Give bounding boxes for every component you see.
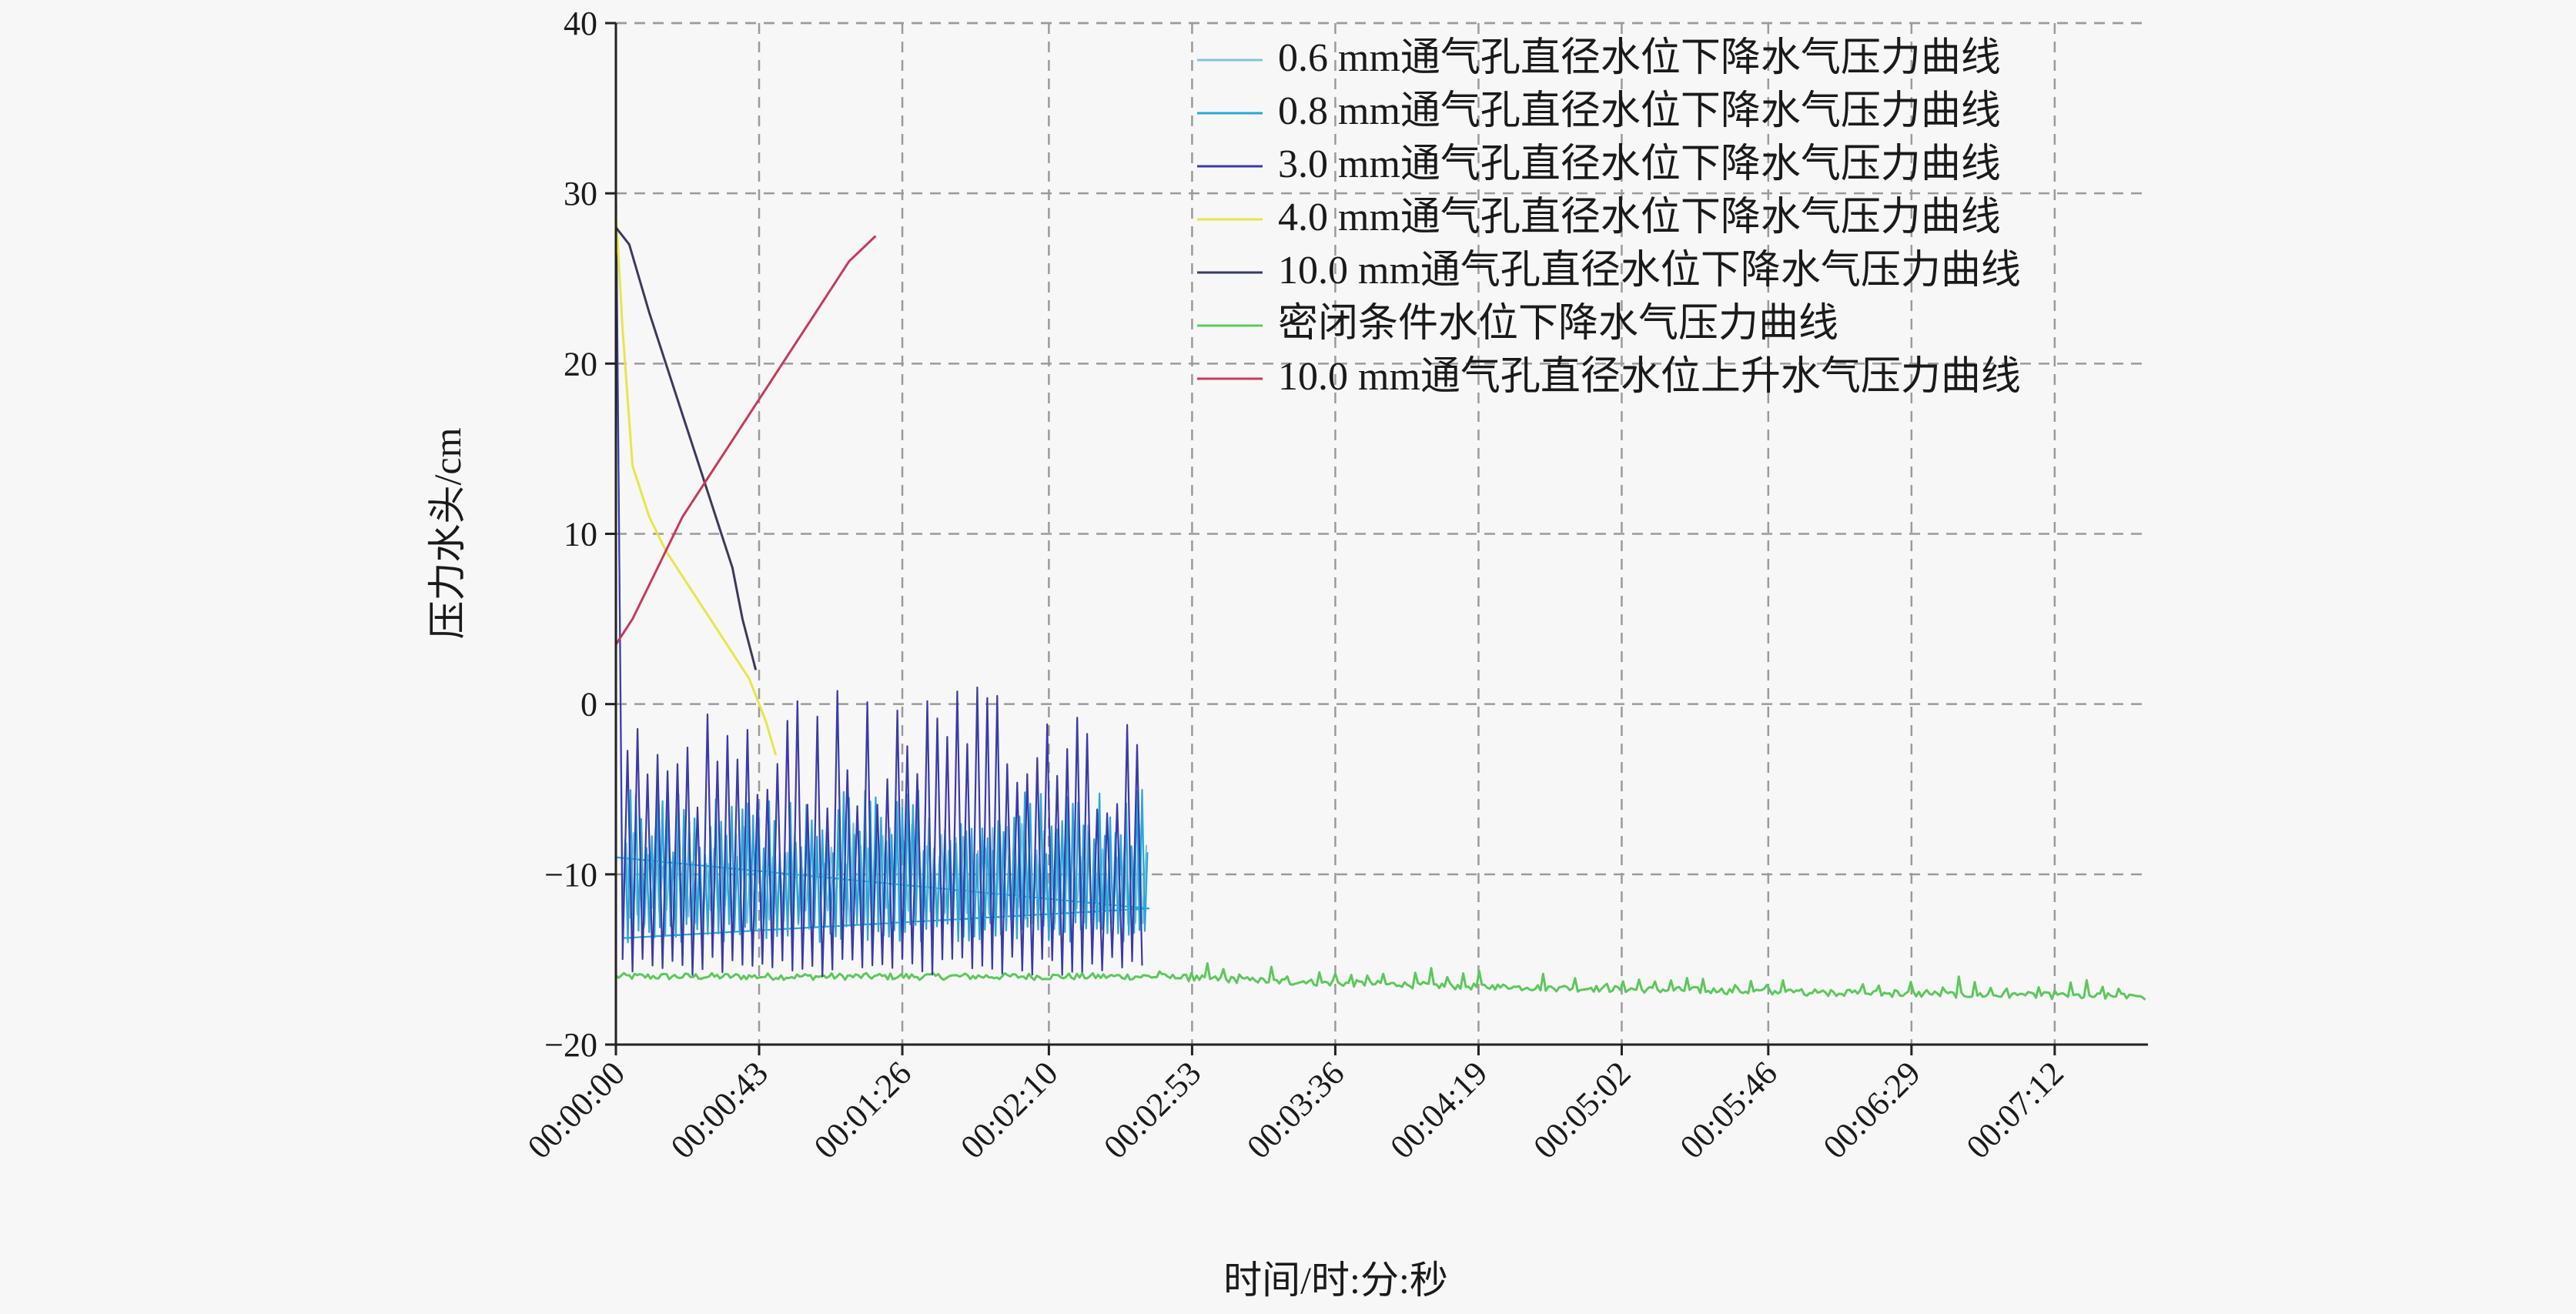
legend-label: 密闭条件水位下降水气压力曲线 xyxy=(1278,302,1838,346)
series-line xyxy=(614,210,778,756)
x-tick-label: 00:06:29 xyxy=(1816,1054,1928,1165)
legend-label: 10.0 mm通气孔直径水位上升水气压力曲线 xyxy=(1278,355,2021,399)
x-tick-label: 00:02:10 xyxy=(953,1054,1065,1165)
y-axis-title: 压力水头/cm xyxy=(426,427,469,639)
legend-label: 3.0 mm通气孔直径水位下降水气压力曲线 xyxy=(1278,142,2001,186)
x-tick-label: 00:00:00 xyxy=(520,1054,632,1165)
y-tick-label: −20 xyxy=(544,1026,597,1064)
series-layer xyxy=(614,159,2146,1001)
legend-label: 0.6 mm通气孔直径水位下降水气压力曲线 xyxy=(1278,36,2001,80)
legend: 0.6 mm通气孔直径水位下降水气压力曲线 0.8 mm通气孔直径水位下降水气压力… xyxy=(1197,36,2021,399)
y-tick-label: 0 xyxy=(580,686,597,724)
legend-label: 10.0 mm通气孔直径水位下降水气压力曲线 xyxy=(1278,249,2021,293)
series-line xyxy=(614,235,877,646)
x-tick-label: 00:00:43 xyxy=(664,1054,775,1165)
y-tick-label: 20 xyxy=(564,345,597,383)
series-line xyxy=(614,226,758,670)
x-tick-label: 00:03:36 xyxy=(1239,1054,1351,1165)
y-tick-label: 10 xyxy=(564,516,597,553)
series-line xyxy=(615,788,1150,944)
x-axis-title: 时间/时:分:秒 xyxy=(1223,1259,1448,1302)
x-tick-label: 00:04:19 xyxy=(1383,1054,1494,1165)
y-tick-label: −10 xyxy=(544,856,597,894)
series-line xyxy=(615,962,2146,1001)
x-tick-label: 00:01:26 xyxy=(807,1054,918,1165)
x-tick-label: 00:05:46 xyxy=(1673,1054,1785,1165)
legend-label: 0.8 mm通气孔直径水位下降水气压力曲线 xyxy=(1278,89,2001,133)
x-tick-label: 00:07:12 xyxy=(1959,1054,2071,1165)
y-tick-label: 30 xyxy=(564,175,597,212)
x-tick-label: 00:05:02 xyxy=(1526,1054,1638,1165)
series-line xyxy=(614,159,1143,978)
x-tick-label: 00:02:53 xyxy=(1096,1054,1208,1165)
y-tick-label: 40 xyxy=(564,5,597,42)
legend-label: 4.0 mm通气孔直径水位下降水气压力曲线 xyxy=(1278,196,2001,239)
